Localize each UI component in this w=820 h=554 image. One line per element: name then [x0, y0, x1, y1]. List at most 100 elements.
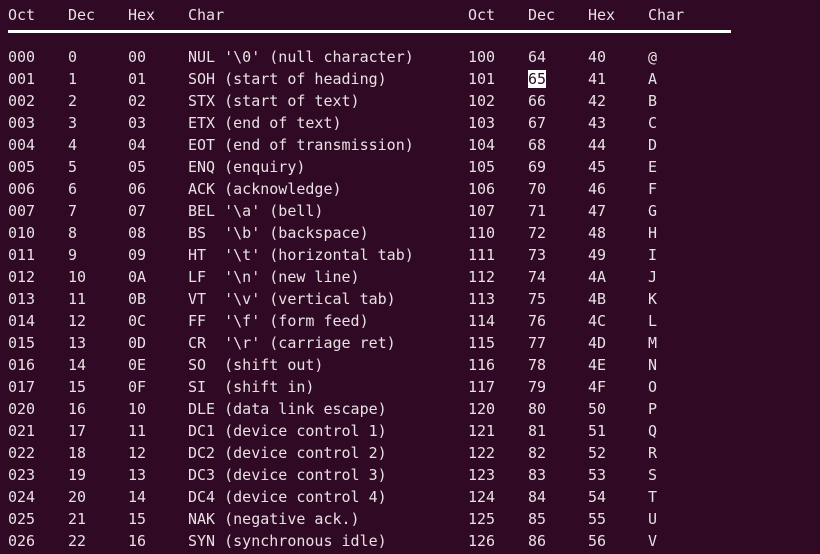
cell-left-hex: 0B	[128, 290, 147, 308]
cell-left-oct: 022	[8, 444, 36, 462]
cell-right-hex: 53	[588, 466, 607, 484]
cell-left-char: ETX (end of text)	[188, 114, 342, 132]
cell-right-char: O	[648, 378, 658, 396]
cell-left-hex: 0F	[128, 378, 147, 396]
cell-left-dec: 6	[68, 180, 78, 198]
table-row: 001 1 01 SOH (start of heading) 101 65 41 A	[0, 68, 820, 90]
cell-right-dec: 76	[528, 312, 547, 330]
cell-right-dec: 77	[528, 334, 547, 352]
cell-left-dec: 17	[68, 422, 87, 440]
header-oct-right: Oct	[468, 6, 496, 24]
cell-right-dec: 66	[528, 92, 547, 110]
cell-right-oct: 121	[468, 422, 496, 440]
cell-left-oct: 025	[8, 510, 36, 528]
cell-left-dec: 14	[68, 356, 87, 374]
table-row: 016 14 0E SO (shift out) 116 78 4E N	[0, 354, 820, 376]
cell-left-char: LF '\n' (new line)	[188, 268, 360, 286]
cell-right-hex: 46	[588, 180, 607, 198]
cell-left-hex: 11	[128, 422, 147, 440]
cell-left-char: VT '\v' (vertical tab)	[188, 290, 396, 308]
cell-right-hex: 42	[588, 92, 607, 110]
cell-left-oct: 005	[8, 158, 36, 176]
cell-left-char: DLE (data link escape)	[188, 400, 387, 418]
cell-right-oct: 101	[468, 70, 496, 88]
cell-left-oct: 000	[8, 48, 36, 66]
cell-left-char: SYN (synchronous idle)	[188, 532, 387, 550]
cell-left-hex: 0A	[128, 268, 147, 286]
cell-right-oct: 103	[468, 114, 496, 132]
cell-left-oct: 007	[8, 202, 36, 220]
cell-right-hex: 45	[588, 158, 607, 176]
cell-left-dec: 3	[68, 114, 78, 132]
cell-left-char: NAK (negative ack.)	[188, 510, 360, 528]
cell-right-hex: 4A	[588, 268, 607, 286]
cell-right-char: G	[648, 202, 658, 220]
cell-right-dec: 75	[528, 290, 547, 308]
cell-right-dec: 72	[528, 224, 547, 242]
cell-left-char: EOT (end of transmission)	[188, 136, 414, 154]
cell-right-hex: 4C	[588, 312, 607, 330]
cell-right-char: P	[648, 400, 658, 418]
cell-right-hex: 4F	[588, 378, 607, 396]
cell-right-hex: 48	[588, 224, 607, 242]
cell-right-char: A	[648, 70, 658, 88]
cell-left-hex: 00	[128, 48, 147, 66]
cell-left-hex: 0D	[128, 334, 147, 352]
cell-left-char: ACK (acknowledge)	[188, 180, 342, 198]
cell-left-hex: 08	[128, 224, 147, 242]
table-row: 017 15 0F SI (shift in) 117 79 4F O	[0, 376, 820, 398]
cell-left-hex: 02	[128, 92, 147, 110]
cell-right-hex: 49	[588, 246, 607, 264]
cell-right-hex: 55	[588, 510, 607, 528]
header-char-left: Char	[188, 6, 225, 24]
cell-left-oct: 011	[8, 246, 36, 264]
table-row: 004 4 04 EOT (end of transmission) 104 68 44 D	[0, 134, 820, 156]
table-row: 020 16 10 DLE (data link escape) 120 80 50 P	[0, 398, 820, 420]
cell-left-hex: 15	[128, 510, 147, 528]
cell-right-dec: 81	[528, 422, 547, 440]
cell-right-hex: 41	[588, 70, 607, 88]
selected-text[interactable]: 65	[528, 70, 547, 88]
cell-left-dec: 4	[68, 136, 78, 154]
cell-left-oct: 017	[8, 378, 36, 396]
header-dec-left: Dec	[68, 6, 96, 24]
cell-right-oct: 111	[468, 246, 496, 264]
cell-left-hex: 01	[128, 70, 147, 88]
cell-left-dec: 12	[68, 312, 87, 330]
cell-right-hex: 52	[588, 444, 607, 462]
cell-left-hex: 03	[128, 114, 147, 132]
table-row: 010 8 08 BS '\b' (backspace) 110 72 48 H	[0, 222, 820, 244]
table-header-row: Oct Dec Hex Char Oct Dec Hex Char	[0, 4, 820, 26]
cell-left-dec: 20	[68, 488, 87, 506]
cell-left-dec: 13	[68, 334, 87, 352]
cell-right-dec: 70	[528, 180, 547, 198]
cell-left-char: DC1 (device control 1)	[188, 422, 387, 440]
cell-left-char: CR '\r' (carriage ret)	[188, 334, 396, 352]
cell-right-oct: 115	[468, 334, 496, 352]
cell-right-hex: 4E	[588, 356, 607, 374]
cell-right-dec: 69	[528, 158, 547, 176]
cell-left-char: SI (shift in)	[188, 378, 315, 396]
cell-right-hex: 4D	[588, 334, 607, 352]
cell-right-hex: 44	[588, 136, 607, 154]
cell-right-char: R	[648, 444, 658, 462]
cell-right-hex: 4B	[588, 290, 607, 308]
cell-left-hex: 09	[128, 246, 147, 264]
cell-right-dec: 71	[528, 202, 547, 220]
cell-left-oct: 003	[8, 114, 36, 132]
cell-right-char: V	[648, 532, 658, 550]
cell-left-dec: 9	[68, 246, 78, 264]
cell-right-dec: 68	[528, 136, 547, 154]
cell-left-dec: 11	[68, 290, 87, 308]
table-row: 011 9 09 HT '\t' (horizontal tab) 111 73 49 I	[0, 244, 820, 266]
cell-left-oct: 012	[8, 268, 36, 286]
cell-right-char: C	[648, 114, 658, 132]
cell-right-oct: 106	[468, 180, 496, 198]
cell-right-dec: 67	[528, 114, 547, 132]
cell-right-dec: 86	[528, 532, 547, 550]
cell-left-char: DC2 (device control 2)	[188, 444, 387, 462]
header-hex-right: Hex	[588, 6, 616, 24]
cell-left-hex: 04	[128, 136, 147, 154]
